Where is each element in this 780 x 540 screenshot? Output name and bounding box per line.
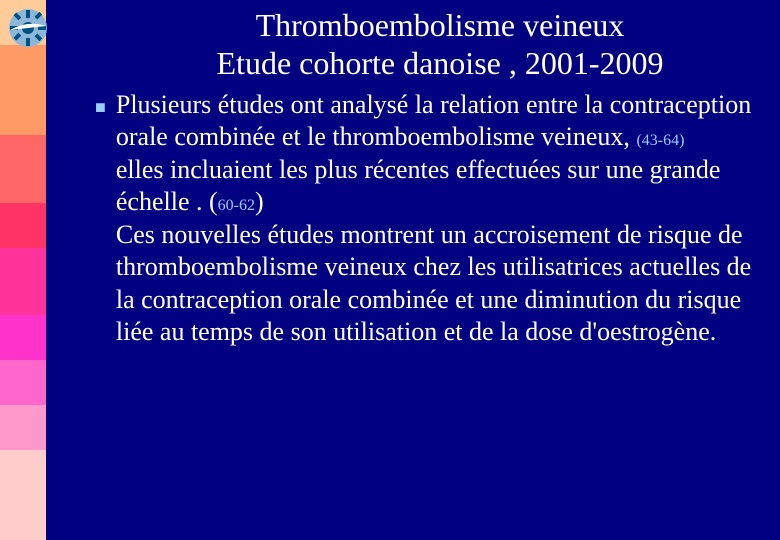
decorative-square bbox=[0, 225, 46, 248]
decorative-square bbox=[0, 113, 46, 136]
decorative-square bbox=[0, 203, 46, 226]
decorative-square bbox=[0, 180, 46, 203]
decorative-square bbox=[0, 90, 46, 113]
title-line-1: Thromboembolisme veineux bbox=[256, 7, 625, 43]
body-part-2: elles incluaient les plus récentes effec… bbox=[116, 155, 721, 217]
decorative-square bbox=[0, 45, 46, 68]
bullet-icon: ■ bbox=[95, 97, 106, 118]
decorative-square bbox=[0, 473, 46, 496]
reference-2: 60-62 bbox=[218, 197, 255, 214]
body-text: Plusieurs études ont analysé la relation… bbox=[116, 89, 765, 349]
decorative-square bbox=[0, 360, 46, 383]
decorative-square bbox=[0, 428, 46, 451]
decorative-square bbox=[0, 135, 46, 158]
decorative-square bbox=[0, 383, 46, 406]
slide-content: Thromboembolisme veineux Etude cohorte d… bbox=[95, 6, 765, 349]
decorative-square bbox=[0, 270, 46, 293]
decorative-square bbox=[0, 405, 46, 428]
slide-logo-icon bbox=[8, 8, 48, 48]
reference-1: (43-64) bbox=[636, 132, 684, 149]
decorative-square bbox=[0, 315, 46, 338]
slide-title: Thromboembolisme veineux Etude cohorte d… bbox=[135, 6, 745, 83]
decorative-square bbox=[0, 495, 46, 518]
decorative-square bbox=[0, 518, 46, 540]
bullet-item: ■ Plusieurs études ont analysé la relati… bbox=[95, 89, 765, 349]
decorative-square bbox=[0, 338, 46, 361]
decorative-square bbox=[0, 68, 46, 91]
decorative-left-bar bbox=[0, 0, 46, 540]
body-part-4: Ces nouvelles études montrent un accrois… bbox=[116, 220, 751, 347]
decorative-square bbox=[0, 158, 46, 181]
decorative-square bbox=[0, 450, 46, 473]
decorative-square bbox=[0, 293, 46, 316]
body-part-3: ) bbox=[255, 187, 264, 216]
title-line-2: Etude cohorte danoise , 2001-2009 bbox=[217, 45, 664, 81]
decorative-square bbox=[0, 248, 46, 271]
